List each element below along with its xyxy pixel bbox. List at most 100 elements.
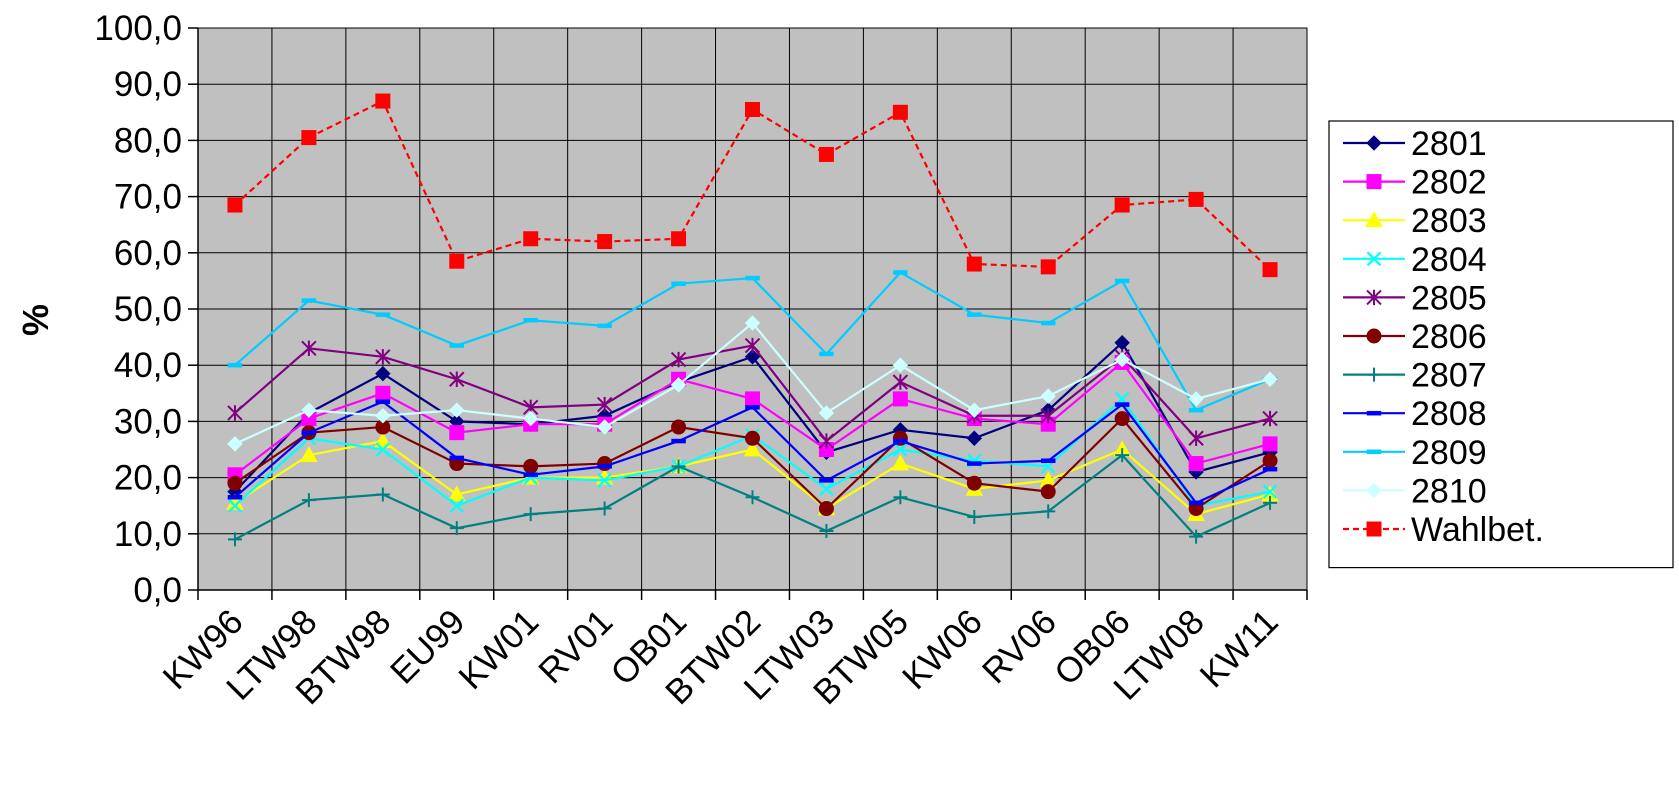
data-point <box>1114 351 1130 368</box>
data-point <box>819 481 834 497</box>
series-2807 <box>227 448 1278 547</box>
y-tick-label: 50,0 <box>114 290 182 329</box>
data-point <box>1262 410 1278 427</box>
data-point <box>1040 484 1056 500</box>
legend-entry: 2801 <box>1343 125 1487 163</box>
y-tick-label: 40,0 <box>114 346 182 385</box>
data-point <box>893 442 908 457</box>
data-point <box>891 454 910 471</box>
data-point <box>966 430 983 446</box>
legend-marker <box>1365 211 1383 228</box>
data-point <box>818 405 835 421</box>
data-point <box>301 493 316 508</box>
data-point <box>227 405 243 421</box>
data-point <box>819 351 834 357</box>
data-point <box>1114 411 1130 427</box>
data-point <box>671 459 686 474</box>
data-point <box>818 146 834 162</box>
data-point <box>227 532 242 547</box>
data-point <box>523 317 538 323</box>
legend-marker <box>1366 482 1382 499</box>
data-point <box>966 402 983 418</box>
data-point <box>819 478 834 483</box>
legend-label: 2803 <box>1411 202 1487 240</box>
legend-label: 2802 <box>1411 164 1487 202</box>
data-point <box>375 408 391 424</box>
series-2808 <box>227 399 1278 506</box>
data-point <box>745 275 760 281</box>
data-point <box>819 523 834 538</box>
legend-marker <box>1366 174 1382 190</box>
data-point <box>227 436 243 452</box>
data-point <box>1262 484 1278 499</box>
y-axis-label: % <box>15 304 56 336</box>
data-point <box>375 487 390 502</box>
data-point <box>893 438 908 444</box>
legend-entry: 2810 <box>1343 472 1487 510</box>
data-point <box>818 433 835 449</box>
data-point <box>1040 320 1056 326</box>
series-group <box>226 93 1279 547</box>
series-wahlbet <box>227 93 1278 278</box>
legend-entry: 2802 <box>1343 164 1487 202</box>
data-point <box>301 402 317 418</box>
data-point <box>301 340 317 357</box>
data-point <box>1115 448 1130 463</box>
data-point <box>670 351 687 368</box>
data-point <box>449 498 465 513</box>
data-point <box>1040 388 1056 404</box>
y-tick-label: 60,0 <box>114 234 182 273</box>
legend-label: 2809 <box>1411 434 1487 472</box>
data-point <box>301 130 317 146</box>
series-2805 <box>227 337 1278 449</box>
data-point <box>227 475 243 491</box>
data-point <box>375 385 391 401</box>
data-point <box>1114 197 1130 213</box>
legend-marker <box>1366 289 1382 306</box>
data-point <box>523 472 538 478</box>
legend-label: 2805 <box>1411 279 1487 317</box>
data-point <box>227 197 243 213</box>
data-point <box>1114 402 1130 407</box>
legend-marker <box>1366 521 1382 537</box>
legend-entry: 2809 <box>1343 434 1487 472</box>
data-point <box>375 365 391 382</box>
data-point <box>745 405 760 410</box>
data-point <box>1188 407 1204 413</box>
series-2810 <box>227 315 1278 452</box>
y-axis: 0,0 10,0 20,0 30,0 40,0 50,0 60,0 70,0 80,0 90,0 1… <box>94 9 198 610</box>
data-point <box>892 104 908 120</box>
data-point <box>966 475 982 491</box>
data-point <box>375 442 391 457</box>
data-point <box>818 501 834 517</box>
legend-entry: 2806 <box>1343 318 1487 356</box>
legend-marker <box>1367 367 1381 382</box>
y-tick-label: 30,0 <box>114 402 182 441</box>
legend-entry: 2803 <box>1343 202 1487 240</box>
legend-label: 2806 <box>1411 318 1487 356</box>
legend-label: 2801 <box>1411 125 1487 163</box>
data-point <box>671 281 686 286</box>
legend-label: 2810 <box>1411 472 1487 510</box>
data-point <box>1262 262 1278 278</box>
data-point <box>1114 278 1130 284</box>
data-point <box>671 231 687 247</box>
y-tick-label: 80,0 <box>114 121 182 160</box>
data-point <box>227 498 243 513</box>
data-point <box>1262 371 1278 387</box>
legend-entry: 2808 <box>1343 395 1487 433</box>
data-point <box>301 298 317 303</box>
x-axis: KW96LTW98BTW98EU99KW01RV01OB01BTW02LTW03… <box>156 590 1308 712</box>
data-point <box>227 362 243 368</box>
data-point <box>523 458 539 474</box>
y-tick-label: 0,0 <box>133 571 182 610</box>
data-point <box>671 419 687 435</box>
data-point <box>597 473 612 488</box>
data-point <box>1262 436 1278 452</box>
data-point <box>373 432 392 448</box>
data-point <box>892 391 908 407</box>
y-tick-label: 10,0 <box>114 515 182 554</box>
data-point <box>449 343 465 348</box>
data-point <box>300 446 318 463</box>
data-point <box>1041 504 1056 519</box>
